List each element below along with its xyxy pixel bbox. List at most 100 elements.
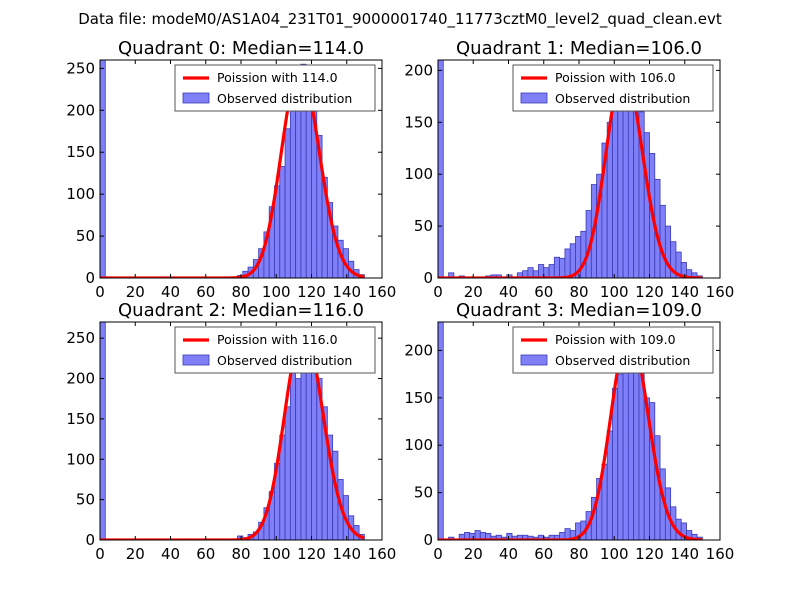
x-tick-label: 0 [433, 283, 443, 301]
histogram-bar [538, 264, 545, 278]
x-tick-label: 0 [95, 545, 105, 563]
legend-label-poisson: Poission with 106.0 [555, 70, 676, 85]
x-tick-label: 60 [534, 283, 553, 301]
subplot-quadrant-0: 0 20 40 60 80 100 120 140 160 0 50 100 150 200 250 Quad… [66, 38, 396, 301]
histogram-bar [643, 132, 650, 278]
legend-bar-swatch [182, 354, 210, 366]
histogram-bar [622, 350, 629, 540]
histogram-bar [664, 225, 672, 278]
y-tick-label: 100 [66, 185, 95, 203]
x-tick-label: 100 [600, 283, 629, 301]
histogram-bar [564, 248, 571, 278]
histogram-bar [284, 406, 291, 540]
legend-label-observed: Observed distribution [217, 91, 352, 106]
poisson-curve [438, 329, 703, 540]
y-tick-label: 200 [404, 61, 433, 79]
histogram-bar [548, 264, 555, 278]
y-tick-label: 150 [404, 113, 433, 131]
legend-label-poisson: Poission with 116.0 [217, 332, 338, 347]
x-tick-label: 140 [332, 545, 361, 563]
y-tick-label: 0 [423, 531, 433, 549]
y-tick-label: 200 [66, 101, 95, 119]
y-tick-label: 50 [76, 227, 95, 245]
histogram-bar [659, 204, 666, 278]
y-tick-label: 200 [404, 341, 433, 359]
histogram-bar [606, 430, 613, 540]
y-tick-label: 50 [414, 484, 433, 502]
histogram-bar [438, 322, 444, 540]
histogram-bar [612, 387, 619, 540]
x-tick-label: 40 [499, 283, 518, 301]
subplot-title: Quadrant 1: Median=106.0 [456, 38, 702, 59]
x-tick-label: 80 [569, 283, 588, 301]
x-tick-label: 40 [499, 545, 518, 563]
poisson-curve [438, 68, 703, 278]
legend-label-observed: Observed distribution [555, 353, 690, 368]
x-tick-label: 160 [368, 545, 397, 563]
histogram-bar [100, 60, 106, 278]
x-tick-label: 80 [231, 283, 250, 301]
subplot-grid: 0 20 40 60 80 100 120 140 160050100150200250Quad… [66, 38, 734, 563]
y-tick-label: 200 [66, 370, 95, 388]
histogram-bar [553, 256, 561, 278]
x-tick-label: 140 [670, 283, 699, 301]
x-tick-label: 120 [297, 283, 326, 301]
y-tick-label: 100 [404, 165, 433, 183]
y-tick-label: 250 [66, 329, 95, 347]
x-tick-label: 140 [332, 283, 361, 301]
y-tick-label: 150 [404, 389, 433, 407]
x-tick-label: 100 [262, 283, 291, 301]
x-tick-label: 40 [161, 283, 180, 301]
histogram-bar [100, 322, 106, 540]
histogram-bar [284, 128, 291, 278]
y-tick-label: 100 [404, 436, 433, 454]
histogram-bar [612, 90, 619, 278]
x-tick-label: 0 [433, 545, 443, 563]
subplot-title: Quadrant 3: Median=109.0 [456, 300, 702, 321]
subplot-title: Quadrant 0: Median=114.0 [118, 38, 364, 59]
y-tick-label: 0 [85, 269, 95, 287]
x-tick-label: 160 [706, 545, 735, 563]
y-tick-label: 100 [66, 450, 95, 468]
x-tick-label: 80 [569, 545, 588, 563]
subplot-quadrant-1: 0 20 40 60 80 100 120 140 160 0 50 100 150 200 Quadran… [404, 38, 734, 301]
x-tick-label: 120 [297, 545, 326, 563]
subplot-title: Quadrant 2: Median=116.0 [118, 300, 364, 321]
y-tick-label: 50 [414, 217, 433, 235]
legend-label-poisson: Poission with 109.0 [555, 332, 676, 347]
legend-bar-swatch [520, 354, 548, 366]
x-tick-label: 20 [126, 283, 145, 301]
x-tick-label: 60 [196, 545, 215, 563]
x-tick-label: 0 [95, 283, 105, 301]
histogram-bar [617, 373, 624, 540]
y-tick-label: 0 [85, 531, 95, 549]
x-tick-label: 80 [231, 545, 250, 563]
x-tick-label: 160 [706, 283, 735, 301]
y-tick-label: 150 [66, 410, 95, 428]
x-tick-label: 20 [464, 545, 483, 563]
x-tick-label: 120 [635, 283, 664, 301]
histogram-bar [438, 60, 444, 278]
histogram-bar [559, 257, 566, 278]
histogram-bar [580, 230, 587, 278]
legend-label-poisson: Poission with 114.0 [217, 70, 338, 85]
x-tick-label: 160 [368, 283, 397, 301]
histogram-bar [305, 84, 312, 278]
subplot-quadrant-3: 0 20 40 60 80 100 120 140 160 0 50 100 150 200 Quadran… [404, 300, 734, 563]
figure-suptitle: Data file: modeM0/AS1A04_231T01_90000017… [78, 10, 722, 29]
x-tick-label: 100 [262, 545, 291, 563]
legend-label-observed: Observed distribution [555, 91, 690, 106]
x-tick-label: 120 [635, 545, 664, 563]
x-tick-label: 100 [600, 545, 629, 563]
y-tick-label: 150 [66, 143, 95, 161]
x-tick-label: 20 [464, 283, 483, 301]
legend-bar-swatch [182, 92, 210, 104]
y-tick-label: 250 [66, 59, 95, 77]
x-tick-label: 60 [196, 283, 215, 301]
legend-bar-swatch [520, 92, 548, 104]
legend-label-observed: Observed distribution [217, 353, 352, 368]
x-tick-label: 140 [670, 545, 699, 563]
y-tick-label: 50 [76, 491, 95, 509]
histogram-bar [289, 101, 297, 278]
